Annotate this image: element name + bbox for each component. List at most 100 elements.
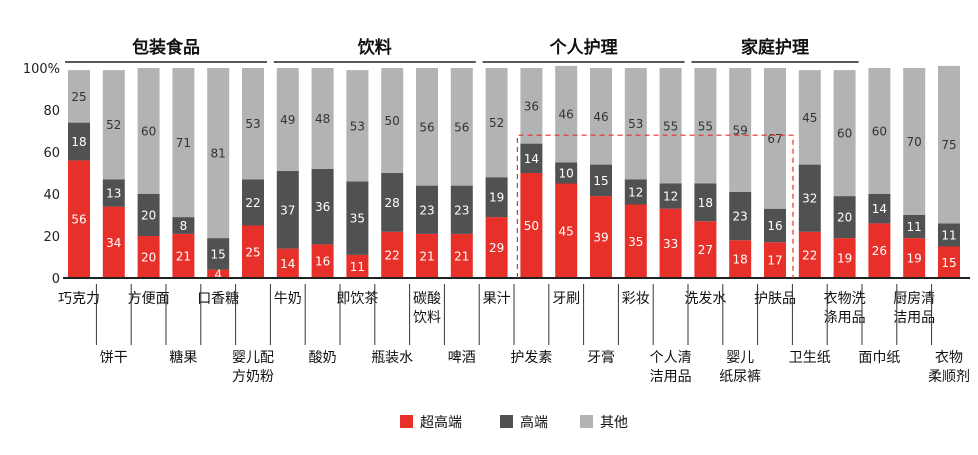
bar-segment-premium [590, 164, 612, 197]
bar-segment-premium [520, 143, 543, 173]
data-label: 23 [419, 203, 434, 217]
data-label: 53 [628, 117, 643, 131]
data-label: 39 [593, 231, 608, 245]
data-label: 56 [419, 120, 434, 134]
bar-segment-other [485, 68, 508, 178]
data-label: 50 [524, 219, 539, 233]
y-tick-label: 0 [52, 272, 60, 287]
x-category-label: 卫生纸 [789, 350, 831, 366]
bar-segment-super-premium [590, 196, 612, 278]
x-category-label: 护发素 [510, 350, 552, 366]
data-label: 20 [837, 211, 852, 225]
data-label: 59 [733, 123, 748, 137]
data-label: 67 [767, 132, 782, 146]
data-label: 53 [245, 117, 260, 131]
bar-segment-other [172, 68, 195, 218]
data-label: 50 [385, 114, 400, 128]
x-category-label: 果汁 [483, 291, 511, 307]
bar-segment-super-premium [137, 236, 160, 278]
data-label: 14 [524, 152, 539, 166]
bar-segment-super-premium [346, 254, 369, 278]
bar-segment-premium [311, 168, 334, 245]
data-label: 36 [315, 200, 330, 214]
data-label: 12 [628, 185, 643, 199]
bar-segment-super-premium [798, 231, 821, 278]
bar-segment-other [868, 68, 891, 194]
x-category-label: 饮料 [413, 310, 441, 326]
data-label: 71 [176, 136, 191, 150]
data-label: 25 [71, 90, 86, 104]
x-category-label: 方奶粉 [232, 369, 274, 385]
data-label: 11 [907, 220, 922, 234]
highlight-dashed-box [516, 134, 794, 278]
data-label: 17 [767, 254, 782, 268]
bar-segment-premium [798, 164, 821, 232]
data-label: 46 [593, 110, 608, 124]
bar-segment-premium [137, 194, 160, 236]
bar-segment-premium [659, 183, 682, 209]
y-tick-label: 80 [43, 104, 60, 119]
bar-segment-other [137, 68, 160, 194]
bar-segment-premium [172, 217, 195, 234]
bar-segment-super-premium [207, 269, 230, 278]
bar-segment-premium [102, 179, 125, 207]
data-label: 16 [315, 255, 330, 269]
bar-segment-super-premium [276, 248, 299, 278]
bar-segment-super-premium [485, 217, 508, 278]
y-tick-label: 100% [23, 62, 60, 77]
data-label: 48 [315, 112, 330, 126]
bar-segment-super-premium [938, 246, 960, 278]
data-label: 18 [71, 135, 86, 149]
group-label: 个人护理 [549, 37, 618, 58]
x-category-label: 方便面 [128, 291, 170, 307]
bar-segment-other [903, 68, 926, 215]
bar-segment-premium [555, 162, 578, 184]
group-label: 饮料 [357, 37, 392, 58]
bar-segment-other [381, 68, 404, 173]
bar-segment-super-premium [764, 242, 786, 278]
data-label: 32 [802, 192, 817, 206]
data-label: 55 [698, 119, 713, 133]
x-category-label: 瓶装水 [371, 350, 413, 366]
bar-segment-premium [868, 194, 891, 224]
data-label: 23 [733, 210, 748, 224]
data-label: 8 [180, 219, 188, 233]
bar-segment-super-premium [694, 221, 717, 278]
data-label: 45 [559, 224, 574, 238]
x-category-label: 个人清 [650, 350, 692, 366]
x-category-label: 牙膏 [587, 349, 615, 366]
bar-segment-other [68, 70, 90, 123]
data-label: 56 [454, 120, 469, 134]
data-label: 36 [524, 99, 539, 113]
bar-segment-premium [381, 173, 404, 232]
x-category-label: 纸尿裤 [719, 369, 761, 385]
bar-segment-super-premium [416, 233, 438, 278]
bar-segment-super-premium [172, 233, 195, 278]
y-tick-label: 60 [43, 146, 60, 161]
x-category-label: 护肤品 [754, 291, 796, 307]
data-label: 4 [214, 267, 222, 281]
x-category-label: 洁用品 [893, 310, 935, 326]
bar-segment-other [416, 68, 438, 186]
x-category-label: 碳酸 [413, 291, 441, 307]
bar-segment-premium [694, 183, 717, 222]
data-label: 35 [628, 235, 643, 249]
bar-segment-premium [416, 185, 438, 234]
data-label: 11 [941, 228, 956, 242]
data-label: 10 [559, 167, 574, 181]
data-label: 28 [385, 196, 400, 210]
data-label: 52 [489, 116, 504, 130]
bar-segment-premium [346, 181, 369, 255]
bar-segment-super-premium [624, 204, 647, 278]
data-label: 55 [663, 119, 678, 133]
x-category-label: 衣物洗 [824, 291, 866, 307]
bar-segment-other [555, 65, 578, 163]
data-label: 16 [767, 219, 782, 233]
data-label: 15 [941, 256, 956, 270]
legend-swatch [580, 415, 593, 428]
x-category-label: 饼干 [100, 350, 128, 366]
x-category-label: 衣物 [935, 350, 963, 366]
data-label: 34 [106, 236, 121, 250]
y-tick-label: 20 [43, 230, 60, 245]
x-category-label: 糖果 [169, 350, 197, 366]
